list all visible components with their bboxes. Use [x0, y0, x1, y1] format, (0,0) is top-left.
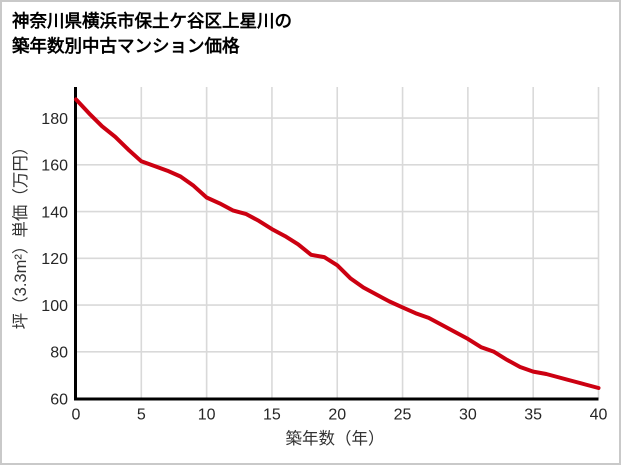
- y-tick-label: 100: [41, 298, 68, 315]
- y-tick-label: 60: [50, 391, 68, 408]
- y-tick-label: 80: [50, 345, 68, 362]
- x-tick-label: 10: [198, 407, 216, 424]
- chart-title-line2: 築年数別中古マンション価格: [12, 36, 240, 57]
- chart-title: 神奈川県横浜市保土ケ谷区上星川の 築年数別中古マンション価格: [12, 9, 292, 60]
- y-tick-label: 160: [41, 158, 68, 175]
- y-axis-title: 坪（3.3m²）単価（万円）: [12, 138, 30, 330]
- x-tick-label: 0: [72, 407, 81, 424]
- y-tick-label: 140: [41, 204, 68, 221]
- x-tick-label: 35: [524, 407, 542, 424]
- x-tick-label: 15: [263, 407, 281, 424]
- x-tick-label: 25: [394, 407, 412, 424]
- x-tick-label: 40: [590, 407, 608, 424]
- price-line: [74, 97, 601, 390]
- x-tick-label: 30: [459, 407, 477, 424]
- y-tick-label: 120: [41, 251, 68, 268]
- x-axis-title: 築年数（年）: [285, 430, 385, 448]
- chart-title-line1: 神奈川県横浜市保土ケ谷区上星川の: [12, 11, 292, 31]
- x-tick-label: 20: [328, 407, 346, 424]
- y-tick-label: 180: [41, 111, 68, 128]
- x-tick-label: 5: [137, 407, 146, 424]
